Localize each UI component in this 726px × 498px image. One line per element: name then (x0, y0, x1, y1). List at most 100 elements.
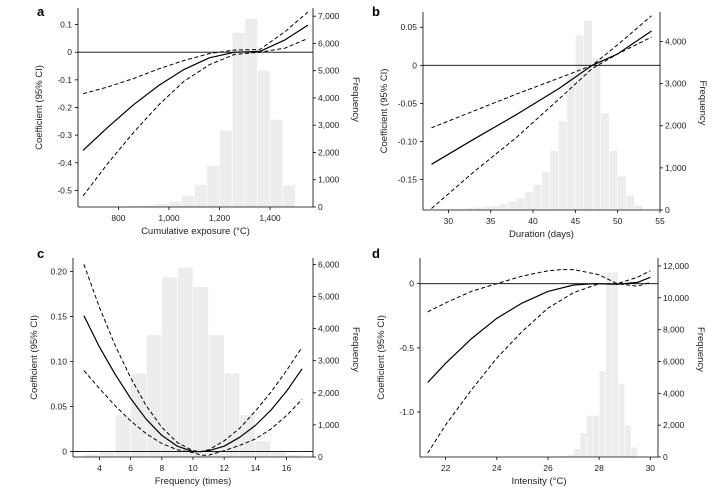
y2-tick-label: 10,000 (663, 293, 689, 303)
histogram-bar (84, 454, 100, 457)
histogram-bar (567, 75, 576, 210)
x-tick-label: 1,200 (209, 213, 231, 223)
y-tick-label: -0.15 (398, 175, 418, 185)
x-tick-label: 50 (613, 216, 623, 226)
y-tick-label: -0.10 (398, 136, 418, 146)
histogram-bar (257, 70, 270, 207)
x-tick-label: 40 (528, 216, 538, 226)
x-tick-label: 8 (159, 463, 164, 473)
x-tick-label: 1,400 (259, 213, 281, 223)
y2-tick-label: 7,000 (318, 11, 340, 21)
histogram-bar (580, 433, 587, 457)
y-tick-label: -0.3 (57, 130, 72, 140)
histogram-bar (240, 415, 256, 457)
histogram-bar (457, 208, 466, 210)
x-axis-title: Duration (days) (509, 229, 574, 240)
y2-axis-title: Frequency (350, 327, 361, 372)
histogram-bar (270, 119, 283, 207)
y2-tick-label: 0 (318, 202, 323, 212)
panel-b: b -0.15 -0.10 -0.05 0 0.05 0 1,000 2,000 3,000 4,0… (372, 4, 708, 240)
histogram-bar (224, 373, 240, 457)
panel-letter: b (372, 4, 380, 19)
y2-tick-label: 3,000 (318, 356, 340, 366)
panel-d: d -1.0 -0.5 0 0 2,000 4,000 6,000 8,000 10,000 12,… (372, 246, 706, 487)
histogram-bar (507, 201, 516, 210)
histogram-bar (99, 452, 115, 457)
x-tick-label: 24 (492, 463, 502, 473)
x-tick-label: 4 (97, 463, 102, 473)
histogram-bar (193, 286, 209, 457)
histogram-bar (533, 184, 542, 210)
x-tick-label: 14 (251, 463, 261, 473)
panel-a: a -0.5 -0.4 -0.3 -0.2 -0.1 0 0.1 0 1,000 2,000 3,00… (34, 4, 361, 237)
histogram-bar (156, 204, 169, 207)
y2-tick-label: 4,000 (665, 36, 687, 46)
histogram-bar (232, 32, 245, 208)
y2-tick-label: 2,000 (663, 420, 685, 430)
x-tick-label: 30 (646, 463, 656, 473)
histogram-bar (130, 373, 146, 457)
histogram-bar (143, 205, 157, 207)
y2-tick-label: 0 (663, 452, 668, 462)
y2-tick-label: 4,000 (663, 388, 685, 398)
histogram-bar (593, 415, 599, 457)
y2-tick-label: 2,000 (665, 121, 687, 131)
y2-axis-title: Frequency (350, 77, 361, 122)
y-axis-title: Coefficient (95% CI) (379, 69, 390, 154)
histogram-bar (131, 206, 144, 207)
estimate-line (82, 24, 309, 151)
x-axis-title: Frequency (times) (155, 476, 232, 487)
y-tick-label: 0.05 (50, 402, 67, 412)
histogram-bar (271, 452, 287, 457)
y-tick-label: 0 (67, 47, 72, 57)
histogram-bar (617, 176, 626, 210)
y-axis-title: Coefficient (95% CI) (34, 65, 45, 150)
ci-bound-line (82, 37, 309, 197)
histogram-bar (592, 58, 601, 211)
y2-tick-label: 6,000 (318, 259, 340, 269)
histogram-bar (541, 172, 550, 210)
x-tick-label: 12 (219, 463, 229, 473)
histogram-bar (586, 415, 593, 457)
histogram-bar (482, 206, 491, 210)
y2-tick-label: 6,000 (663, 356, 685, 366)
y-tick-label: 0.20 (50, 267, 67, 277)
x-tick-label: 55 (655, 216, 665, 226)
histogram-bar (115, 415, 131, 457)
y-axis-title: Coefficient (95% CI) (29, 315, 40, 400)
x-tick-label: 16 (282, 463, 292, 473)
y2-tick-label: 2,000 (318, 388, 340, 398)
histogram-bar (550, 151, 559, 210)
y2-tick-label: 3,000 (665, 79, 687, 89)
y-tick-label: -0.5 (57, 185, 72, 195)
histogram-bar (474, 207, 482, 210)
y2-tick-label: 12,000 (663, 261, 689, 271)
histogram-bar (169, 201, 182, 207)
y-tick-label: 0 (62, 447, 67, 457)
y-tick-label: 0 (409, 279, 414, 289)
y-axis-title: Coefficient (95% CI) (376, 315, 387, 400)
x-tick-label: 26 (543, 463, 553, 473)
estimate-line (431, 30, 652, 165)
y-tick-label: 0 (412, 60, 417, 70)
y2-tick-label: 2,000 (318, 147, 340, 157)
histogram-bar (634, 205, 643, 210)
y2-tick-label: 1,000 (318, 420, 340, 430)
histogram-bar (599, 371, 606, 457)
histogram-bar (625, 425, 631, 457)
histogram-bar (255, 440, 271, 457)
histogram-bar (558, 121, 567, 210)
y2-tick-label: 4,000 (318, 324, 340, 334)
ci-bound-line (83, 264, 303, 453)
y-tick-label: 0.1 (60, 20, 72, 30)
histogram-bar (626, 195, 635, 210)
y-tick-label: -0.5 (399, 343, 414, 353)
ci-bound-line (431, 36, 652, 209)
histogram-bar (207, 166, 220, 207)
histogram-bar (219, 130, 232, 207)
histogram-bar (162, 277, 178, 457)
x-tick-label: 35 (486, 216, 496, 226)
y2-tick-label: 0 (318, 452, 323, 462)
y2-tick-label: 0 (665, 205, 670, 215)
